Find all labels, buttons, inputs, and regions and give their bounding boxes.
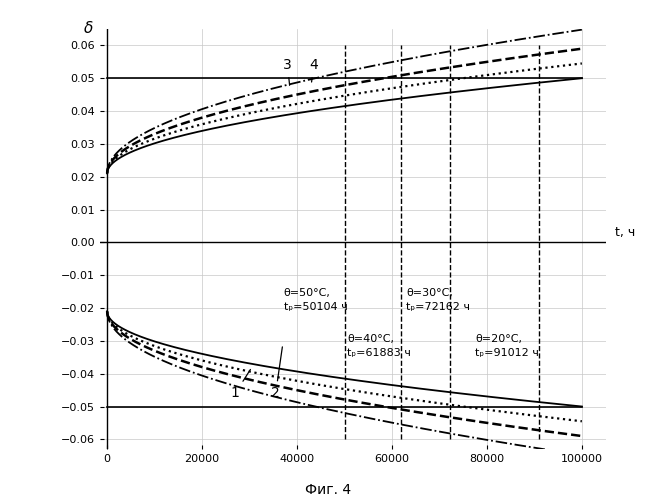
Text: θ=20°C,
tₚ=91012 ч: θ=20°C, tₚ=91012 ч	[475, 334, 539, 358]
Text: 2: 2	[271, 347, 283, 400]
Text: 1: 1	[231, 369, 250, 400]
Text: θ=40°C,
tₚ=61883 ч: θ=40°C, tₚ=61883 ч	[348, 334, 411, 358]
Text: Фиг. 4: Фиг. 4	[306, 483, 351, 497]
Text: θ=30°C,
tₚ=72162 ч: θ=30°C, tₚ=72162 ч	[406, 288, 470, 312]
Text: θ=50°C,
tₚ=50104 ч: θ=50°C, tₚ=50104 ч	[284, 288, 348, 312]
Text: t, ч: t, ч	[615, 226, 635, 239]
Text: 4: 4	[309, 58, 318, 82]
Text: δ: δ	[83, 20, 93, 35]
Text: 3: 3	[283, 58, 292, 85]
